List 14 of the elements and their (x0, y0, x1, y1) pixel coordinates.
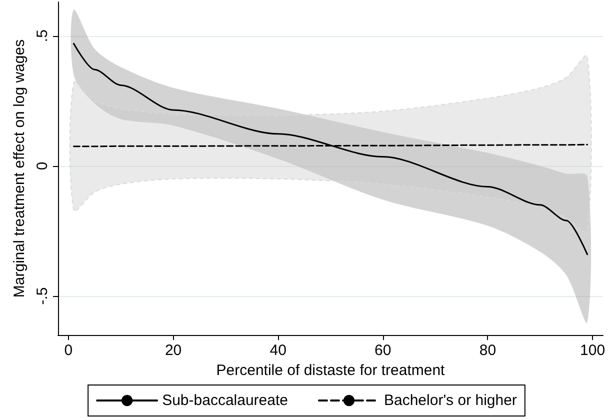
legend-label: Sub-baccalaureate (162, 392, 288, 409)
y-tick-label: -.5 (34, 287, 51, 305)
y-tick-label: .5 (34, 30, 51, 42)
x-tick-label: 80 (479, 342, 496, 359)
y-tick-label: 0 (34, 162, 51, 170)
x-tick-label: 100 (580, 342, 606, 359)
y-axis-title: Marginal treatment effect on log wages (11, 39, 28, 298)
legend-label: Bachelor's or higher (384, 392, 517, 409)
x-tick-label: 0 (64, 342, 73, 359)
x-tick-label: 40 (270, 342, 286, 359)
x-tick-label: 60 (374, 342, 392, 359)
line-series (72, 42, 588, 256)
x-axis-title: Percentile of distaste for treatment (216, 362, 446, 379)
x-tick-label: 20 (164, 342, 182, 359)
